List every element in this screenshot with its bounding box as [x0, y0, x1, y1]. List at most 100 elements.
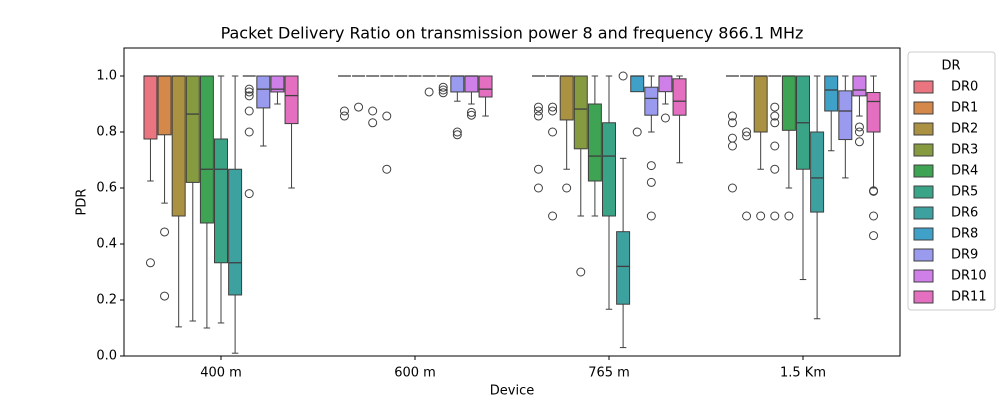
box	[630, 75, 645, 93]
flier	[660, 113, 670, 123]
flier	[354, 102, 364, 112]
legend-label: DR11	[951, 290, 987, 305]
y-tick-label: 0.4	[96, 237, 117, 252]
flier	[438, 85, 448, 95]
flier	[244, 87, 254, 97]
flier	[160, 227, 170, 237]
flier	[562, 183, 572, 193]
legend-swatch	[913, 164, 934, 178]
flier	[244, 127, 254, 137]
legend-swatch	[913, 122, 934, 136]
box	[214, 138, 228, 264]
flier	[548, 102, 558, 112]
box	[616, 231, 631, 305]
box	[810, 131, 825, 213]
flier	[869, 231, 879, 241]
flier	[727, 141, 737, 151]
legend-swatch	[913, 143, 934, 157]
flier	[770, 102, 780, 112]
flier	[869, 211, 879, 221]
box	[753, 75, 768, 133]
legend-box	[907, 51, 996, 311]
flier	[533, 183, 543, 193]
flier	[646, 177, 656, 187]
flier	[869, 186, 879, 196]
flier	[533, 111, 543, 121]
flier	[382, 164, 392, 174]
y-tick-label: 0.2	[96, 293, 117, 308]
flier	[368, 106, 378, 116]
flier	[452, 130, 462, 140]
flier	[548, 106, 558, 116]
legend-label: DR2	[951, 122, 978, 137]
box	[602, 122, 616, 217]
box	[866, 92, 881, 133]
box	[185, 75, 200, 183]
box	[658, 75, 673, 93]
flier	[533, 106, 543, 116]
legend-label: DR5	[951, 185, 978, 200]
y-tick-label: 0.8	[96, 125, 117, 140]
flier	[770, 111, 780, 121]
box	[559, 75, 574, 121]
flier	[742, 131, 752, 141]
box	[824, 75, 839, 112]
flier	[244, 106, 254, 116]
legend-swatch	[913, 290, 934, 304]
legend-label: DR4	[951, 164, 978, 179]
legend-swatch	[913, 269, 934, 283]
box	[781, 75, 796, 131]
box	[644, 86, 659, 116]
flier	[424, 87, 434, 97]
flier	[854, 127, 864, 137]
flier	[854, 122, 864, 132]
legend-swatch	[913, 248, 934, 262]
flier	[646, 211, 656, 221]
legend-swatch	[913, 206, 934, 220]
y-tick-label: 0.6	[96, 181, 117, 196]
legend-swatch	[913, 227, 934, 241]
box	[838, 90, 853, 141]
flier	[368, 118, 378, 128]
legend-label: DR9	[951, 248, 978, 263]
flier	[727, 133, 737, 143]
flier	[244, 84, 254, 94]
y-tick-label: 1.0	[96, 69, 117, 84]
plot-frame	[123, 47, 901, 357]
box	[256, 75, 271, 109]
x-tick-label: 400 m	[200, 366, 242, 381]
flier	[160, 291, 170, 301]
flier	[756, 211, 766, 221]
flier	[742, 127, 752, 137]
legend-swatch	[913, 185, 934, 199]
x-tick-label: 1.5 Km	[780, 366, 826, 381]
legend-label: DR6	[951, 206, 978, 221]
box	[157, 75, 172, 136]
flier	[438, 82, 448, 92]
x-tick-label: 600 m	[394, 366, 436, 381]
flier	[452, 127, 462, 137]
box	[284, 75, 299, 125]
flier	[339, 106, 349, 116]
legend-label: DR0	[951, 80, 978, 95]
flier	[382, 111, 392, 121]
flier	[548, 211, 558, 221]
flier	[548, 127, 558, 137]
flier	[770, 118, 780, 128]
flier	[854, 137, 864, 147]
flier	[466, 110, 476, 120]
flier	[727, 118, 737, 128]
box	[143, 75, 158, 140]
legend-label: DR10	[951, 269, 987, 284]
flier	[339, 111, 349, 121]
box	[852, 75, 867, 97]
chart-title: Packet Delivery Ratio on transmission po…	[221, 24, 804, 43]
box	[270, 75, 285, 93]
legend-label: DR3	[951, 143, 978, 158]
flier	[533, 102, 543, 112]
box	[573, 75, 588, 150]
flier	[145, 258, 155, 268]
box	[672, 78, 687, 116]
x-axis-label: Device	[490, 384, 534, 399]
box	[587, 103, 602, 182]
